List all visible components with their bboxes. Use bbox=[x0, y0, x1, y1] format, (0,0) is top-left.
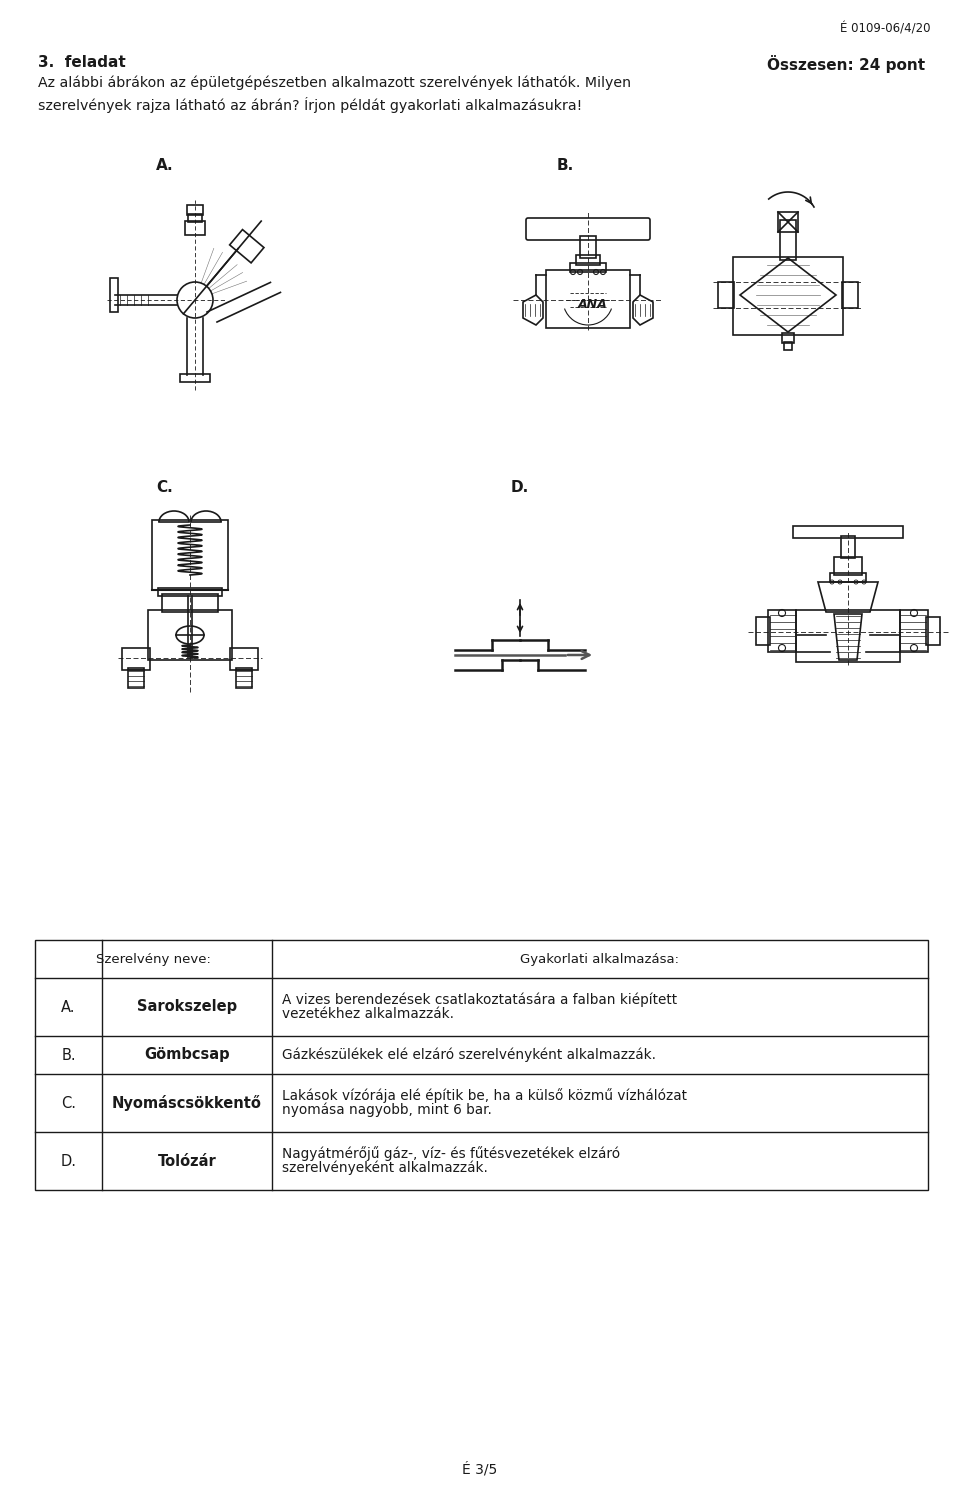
Bar bbox=[229, 229, 264, 263]
Text: Gázkészülékek elé elzáró szerelvényként alkalmazzák.: Gázkészülékek elé elzáró szerelvényként … bbox=[282, 1048, 656, 1062]
Text: nyomása nagyobb, mint 6 bar.: nyomása nagyobb, mint 6 bar. bbox=[282, 1103, 492, 1117]
Text: A.: A. bbox=[61, 1000, 76, 1015]
Text: É 3/5: É 3/5 bbox=[463, 1462, 497, 1477]
Text: szerelvények rajza látható az ábrán? Írjon példát gyakorlati alkalmazásukra!: szerelvények rajza látható az ábrán? Írj… bbox=[38, 97, 583, 113]
Text: Nyomáscsökkentő: Nyomáscsökkentő bbox=[112, 1095, 262, 1112]
Bar bbox=[834, 557, 862, 575]
Bar bbox=[782, 333, 794, 343]
Bar bbox=[576, 256, 600, 265]
Bar bbox=[841, 536, 855, 559]
Text: D.: D. bbox=[511, 480, 529, 495]
Text: C.: C. bbox=[156, 480, 174, 495]
Bar bbox=[188, 214, 202, 221]
Bar bbox=[236, 669, 252, 688]
Text: szerelvényeként alkalmazzák.: szerelvényeként alkalmazzák. bbox=[282, 1161, 488, 1175]
Text: Sarokszelep: Sarokszelep bbox=[137, 1000, 237, 1015]
Bar bbox=[900, 609, 928, 652]
Text: 3.  feladat: 3. feladat bbox=[38, 55, 126, 70]
Bar bbox=[148, 609, 232, 660]
Text: Gyakorlati alkalmazása:: Gyakorlati alkalmazása: bbox=[520, 953, 680, 966]
Text: Az alábbi ábrákon az épületgépészetben alkalmazott szerelvények láthatók. Milyen: Az alábbi ábrákon az épületgépészetben a… bbox=[38, 76, 631, 91]
Bar bbox=[778, 212, 798, 232]
Text: É 0109-06/4/20: É 0109-06/4/20 bbox=[839, 22, 930, 36]
Bar bbox=[180, 374, 210, 382]
Bar bbox=[128, 669, 144, 688]
Bar bbox=[230, 648, 258, 670]
Bar bbox=[162, 594, 218, 612]
Bar bbox=[842, 282, 858, 308]
Text: D.: D. bbox=[60, 1153, 77, 1168]
Text: vezetékhez alkalmazzák.: vezetékhez alkalmazzák. bbox=[282, 1008, 454, 1021]
Bar bbox=[780, 220, 796, 260]
Bar bbox=[570, 263, 606, 272]
Bar bbox=[796, 609, 900, 661]
Bar bbox=[784, 342, 792, 351]
Text: Összesen: 24 pont: Összesen: 24 pont bbox=[767, 55, 925, 73]
Bar bbox=[926, 617, 940, 645]
Text: A.: A. bbox=[156, 158, 174, 172]
Bar bbox=[158, 588, 222, 596]
Bar bbox=[793, 526, 903, 538]
Bar bbox=[830, 574, 866, 583]
Bar bbox=[733, 257, 843, 334]
Bar bbox=[122, 648, 150, 670]
Bar bbox=[580, 236, 596, 259]
Bar bbox=[110, 278, 118, 312]
Bar bbox=[546, 270, 630, 328]
Text: Szerelvény neve:: Szerelvény neve: bbox=[96, 953, 211, 966]
Text: Lakások vízórája elé építik be, ha a külső közmű vízhálózat: Lakások vízórája elé építik be, ha a kül… bbox=[282, 1089, 687, 1104]
Text: ANA: ANA bbox=[578, 299, 608, 312]
Bar bbox=[35, 941, 928, 1190]
Text: Tolózár: Tolózár bbox=[157, 1153, 216, 1168]
Text: B.: B. bbox=[61, 1048, 76, 1062]
Bar bbox=[756, 617, 770, 645]
Text: Nagyátmérőjű gáz-, víz- és fűtésvezetékek elzáró: Nagyátmérőjű gáz-, víz- és fűtésvezetéke… bbox=[282, 1147, 620, 1162]
Text: Gömbcsap: Gömbcsap bbox=[144, 1048, 229, 1062]
Text: B.: B. bbox=[557, 158, 574, 172]
Bar bbox=[185, 221, 205, 235]
Text: A vizes berendezések csatlakoztatására a falban kiépített: A vizes berendezések csatlakoztatására a… bbox=[282, 993, 677, 1008]
Bar bbox=[187, 205, 203, 215]
Bar bbox=[718, 282, 734, 308]
Bar bbox=[152, 520, 228, 590]
Text: C.: C. bbox=[61, 1095, 76, 1110]
Bar bbox=[768, 609, 796, 652]
